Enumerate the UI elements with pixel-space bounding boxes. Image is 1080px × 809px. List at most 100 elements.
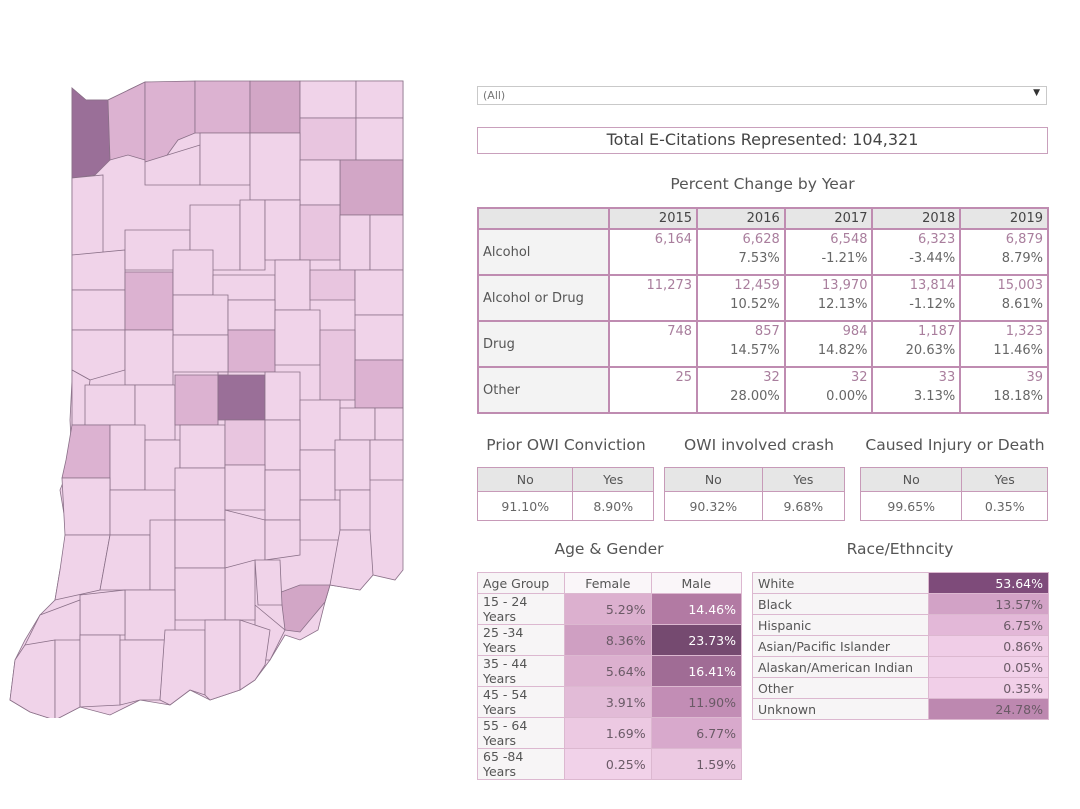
county-johnson[interactable] — [224, 419, 266, 466]
no-value: 90.32% — [664, 491, 763, 521]
county-ripley[interactable] — [299, 499, 341, 541]
county-miami[interactable] — [239, 199, 266, 271]
county-porter[interactable] — [107, 81, 146, 161]
county-jay[interactable] — [354, 269, 404, 316]
table-row: 25 -34 Years 8.36% 23.73% — [477, 624, 743, 656]
female-value: 0.25% — [564, 748, 652, 780]
county-franklin[interactable] — [334, 439, 371, 491]
county-ohio[interactable] — [339, 489, 371, 531]
county-martin[interactable] — [149, 519, 176, 591]
county-dekalb[interactable] — [355, 117, 404, 161]
county-switzerland[interactable] — [329, 529, 374, 591]
race-ethnicity-table: White 53.64% Black 13.57% Hispanic 6.75%… — [752, 572, 1049, 720]
county-marshall[interactable] — [199, 132, 251, 186]
county-benton[interactable] — [71, 289, 126, 331]
county-monroe[interactable] — [174, 467, 226, 521]
county-brown[interactable] — [224, 464, 266, 511]
dropdown-caret-icon[interactable]: ▼ — [1033, 88, 1040, 98]
cell: 25 — [608, 366, 699, 414]
injury-death-table: No Yes 99.65% 0.35% — [859, 467, 1048, 521]
race-label: Unknown — [752, 698, 929, 720]
county-jackson[interactable] — [224, 509, 266, 569]
county-lawrence[interactable] — [174, 519, 226, 569]
county-rush[interactable] — [299, 399, 341, 451]
cell: 6,628 7.53% — [696, 228, 786, 276]
table-header-row: 2015 2016 2017 2018 2019 — [476, 207, 1049, 230]
county-lake[interactable] — [71, 87, 111, 179]
county-lagrange[interactable] — [299, 80, 357, 119]
county-crawford[interactable] — [204, 619, 241, 701]
county-spencer[interactable] — [119, 639, 166, 706]
race-value: 0.05% — [928, 656, 1049, 678]
county-dearborn[interactable] — [369, 439, 404, 481]
county-hamilton[interactable] — [217, 371, 229, 376]
county-bartholomew[interactable] — [264, 469, 301, 521]
county-wabash[interactable] — [264, 199, 301, 261]
county-union[interactable] — [374, 407, 404, 441]
male-value: 14.46% — [650, 593, 743, 625]
county-allen[interactable] — [339, 159, 404, 216]
county-fountain[interactable] — [124, 329, 174, 386]
county-decatur[interactable] — [299, 449, 336, 501]
yes-header: Yes — [961, 467, 1048, 492]
county-warrick[interactable] — [79, 634, 121, 708]
county-fayette[interactable] — [339, 407, 376, 441]
county-montgomery[interactable] — [172, 334, 229, 373]
county-clay[interactable] — [109, 424, 146, 491]
county-blackford[interactable] — [309, 269, 356, 301]
county-morgan[interactable] — [179, 424, 226, 469]
county-kosciusko[interactable] — [249, 132, 301, 201]
county-tippecanoe[interactable] — [124, 271, 174, 331]
county-hendricks[interactable] — [174, 374, 219, 426]
county-jasper[interactable] — [71, 174, 104, 256]
county-hancock[interactable] — [264, 371, 301, 421]
county-orange[interactable] — [174, 567, 226, 621]
table-row: 65 -84 Years 0.25% 1.59% — [477, 748, 743, 780]
county-huntington[interactable] — [299, 204, 341, 261]
county-shelby[interactable] — [264, 419, 301, 471]
county-steuben[interactable] — [355, 80, 404, 119]
filter-dropdown[interactable]: (All) ▼ — [477, 86, 1047, 105]
table-row: 15 - 24 Years 5.29% 14.46% — [477, 593, 743, 625]
county-tipton[interactable] — [227, 299, 276, 331]
indiana-county-map[interactable] — [0, 78, 420, 718]
county-grant[interactable] — [274, 259, 311, 311]
county-stjoseph[interactable] — [194, 80, 251, 134]
county-carroll[interactable] — [172, 249, 214, 296]
cell: 984 14.82% — [783, 320, 874, 368]
county-elkhart[interactable] — [249, 80, 301, 134]
row-label: Other — [476, 366, 611, 414]
county-newton[interactable] — [71, 249, 126, 291]
county-whitley[interactable] — [299, 159, 341, 206]
cell: 11,273 — [608, 274, 699, 322]
header-year: 2017 — [783, 207, 874, 230]
county-warren[interactable] — [71, 329, 126, 381]
county-scott[interactable] — [254, 559, 283, 606]
county-posey[interactable] — [9, 639, 56, 718]
county-jennings[interactable] — [264, 519, 301, 561]
county-knox[interactable] — [54, 534, 111, 601]
county-harrison[interactable] — [239, 619, 271, 691]
no-value: 91.10% — [476, 491, 574, 521]
county-vanderburgh[interactable] — [54, 639, 81, 718]
county-wells[interactable] — [339, 214, 371, 271]
age-group: 35 - 44 Years — [477, 655, 565, 687]
county-delaware[interactable] — [274, 309, 321, 366]
county-pike[interactable] — [79, 589, 126, 636]
owi-crash-title: OWI involved crash — [684, 436, 834, 454]
county-parke[interactable] — [84, 384, 136, 426]
county-wayne[interactable] — [354, 359, 404, 409]
county-noble[interactable] — [299, 117, 357, 161]
county-randolph[interactable] — [354, 314, 404, 361]
county-vigo[interactable] — [61, 424, 111, 479]
county-madison[interactable] — [227, 329, 276, 373]
table-row: Alaskan/American Indian 0.05% — [752, 656, 1049, 678]
county-adams[interactable] — [369, 214, 404, 271]
county-washington[interactable] — [224, 559, 256, 621]
county-henry[interactable] — [319, 329, 356, 401]
county-marion[interactable] — [217, 374, 266, 421]
county-sullivan[interactable] — [61, 477, 111, 536]
cell: 1,323 11.46% — [959, 320, 1049, 368]
prior-owi-table: No Yes 91.10% 8.90% — [476, 467, 654, 521]
county-clinton[interactable] — [172, 294, 229, 336]
